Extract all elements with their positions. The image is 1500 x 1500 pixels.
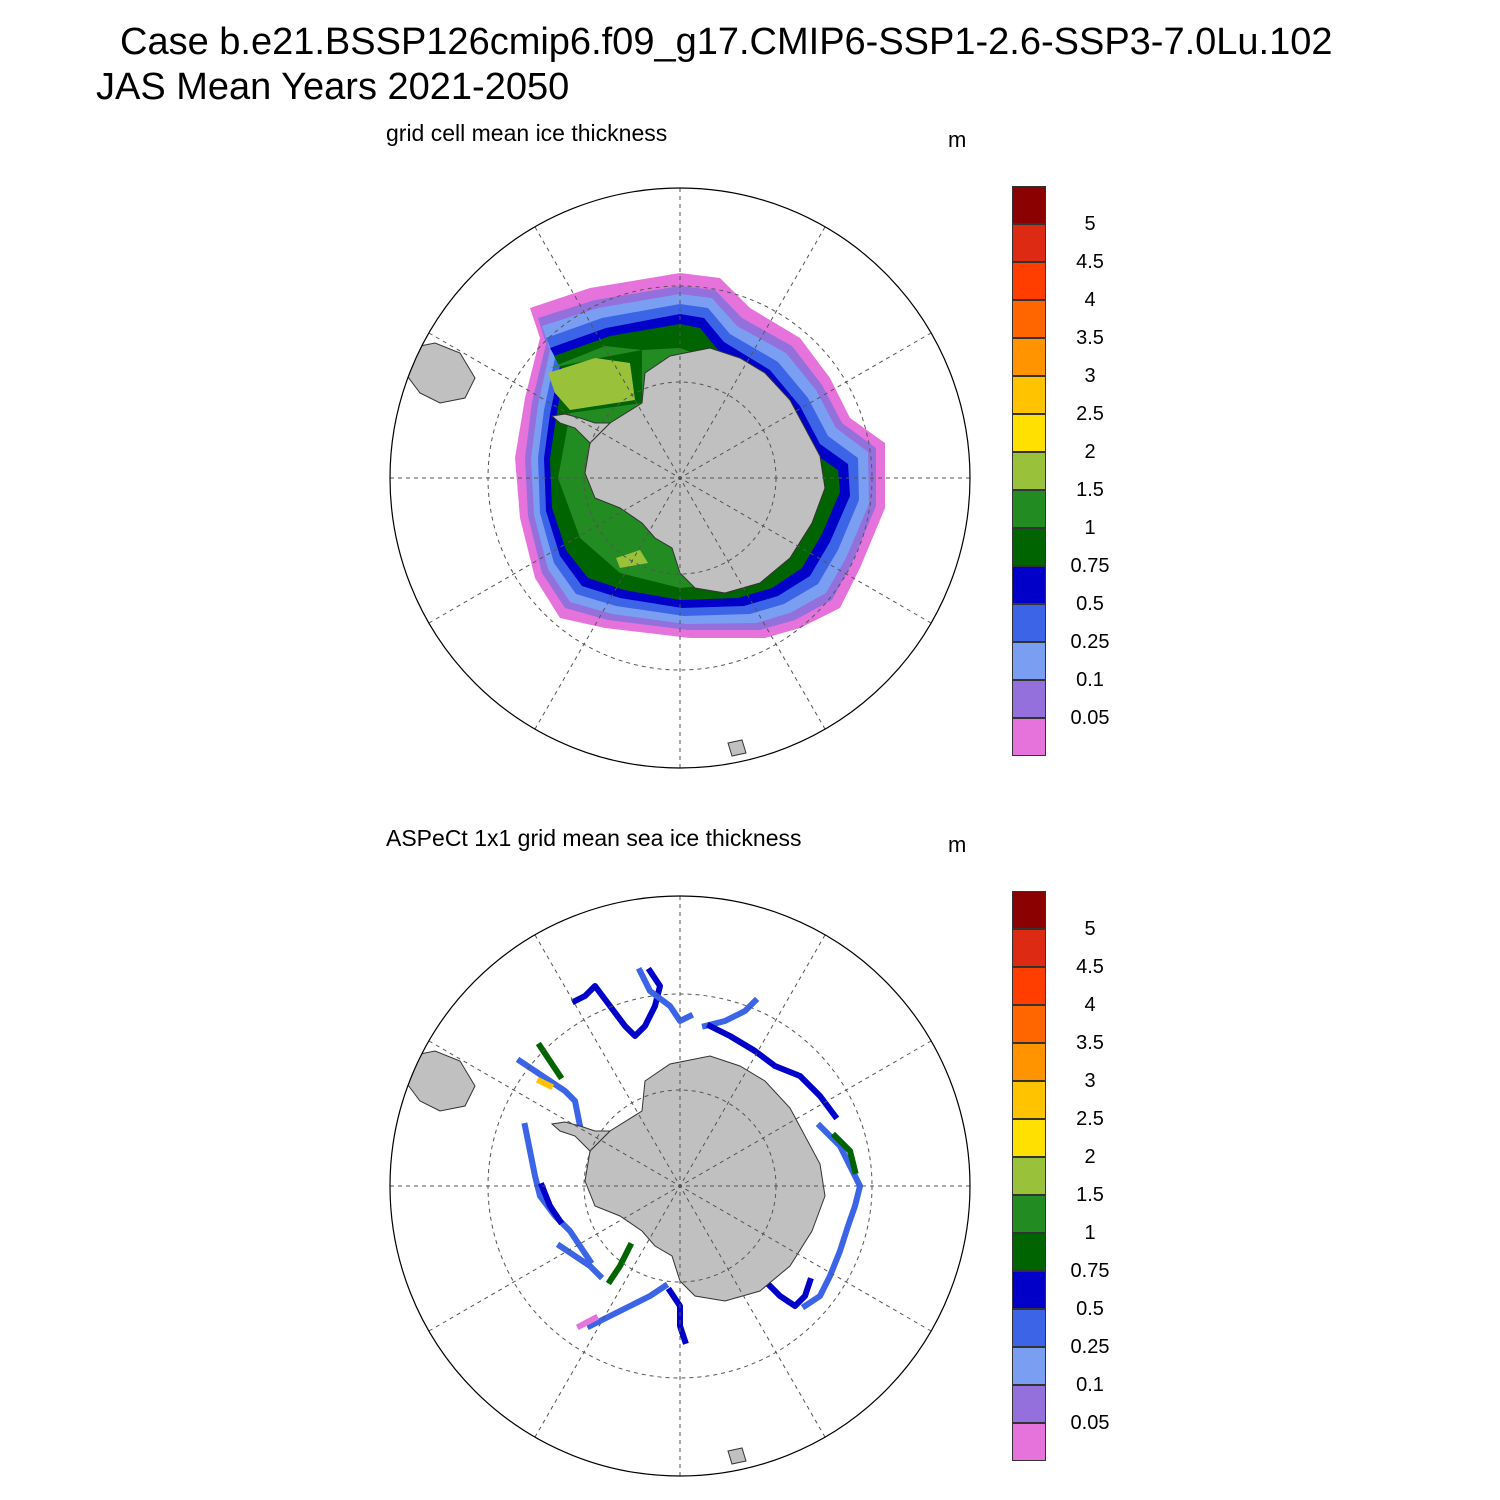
colorbar-swatch xyxy=(1012,718,1046,756)
colorbar-swatch xyxy=(1012,680,1046,718)
colorbar-swatch xyxy=(1012,1385,1046,1423)
antarctic-peninsula xyxy=(550,413,612,444)
colorbar-swatch xyxy=(1012,1081,1046,1119)
track-13 xyxy=(575,1313,600,1331)
panel-2-polar-map xyxy=(389,895,971,1477)
colorbar-swatch xyxy=(1012,1423,1046,1461)
track-3 xyxy=(701,996,760,1030)
island xyxy=(727,1447,747,1465)
colorbar-label: 1.5 xyxy=(1076,479,1104,501)
antarctic-peninsula xyxy=(550,1121,612,1152)
track-7b xyxy=(535,1041,565,1081)
colorbar-swatch xyxy=(1012,528,1046,566)
colorbar-label: 0.1 xyxy=(1076,669,1104,691)
colorbar-swatch xyxy=(1012,490,1046,528)
track-2 xyxy=(635,966,695,1024)
colorbar-label: 5 xyxy=(1084,918,1096,940)
colorbar-label: 0.5 xyxy=(1076,593,1104,615)
panel-1-unit: m xyxy=(948,127,967,152)
colorbar-label: 4.5 xyxy=(1076,251,1104,273)
antarctica-land xyxy=(584,1055,826,1302)
colorbar-label: 3.5 xyxy=(1076,1032,1104,1054)
colorbar-swatch xyxy=(1012,1157,1046,1195)
ice-band-2 xyxy=(548,358,635,410)
panel-2-colorbar: 5 4.5 4 3.5 3 2.5 2 1.5 1 0.75 0.5 0.25 0.1 0.05 xyxy=(1012,891,1132,1461)
track-8 xyxy=(521,1122,595,1266)
colorbar-label: 0.25 xyxy=(1070,1336,1110,1358)
track-10 xyxy=(585,1281,670,1331)
colorbar-swatch xyxy=(1012,414,1046,452)
colorbar-swatch xyxy=(1012,338,1046,376)
track-8b xyxy=(538,1182,565,1226)
colorbar-label: 4 xyxy=(1084,994,1096,1016)
colorbar-label: 1 xyxy=(1084,517,1096,539)
colorbar-label: 0.05 xyxy=(1070,707,1110,729)
colorbar-swatch xyxy=(1012,1347,1046,1385)
colorbar-label: 2.5 xyxy=(1076,403,1104,425)
colorbar-swatch xyxy=(1012,967,1046,1005)
figure-title-line1: Case b.e21.BSSP126cmip6.f09_g17.CMIP6-SS… xyxy=(120,21,1333,63)
colorbar-swatch xyxy=(1012,300,1046,338)
colorbar-swatch xyxy=(1012,1043,1046,1081)
track-11 xyxy=(605,1241,635,1286)
panel-2-title: ASPeCt 1x1 grid mean sea ice thickness xyxy=(386,825,802,851)
colorbar-swatch xyxy=(1012,1005,1046,1043)
colorbar-label: 3 xyxy=(1084,365,1096,387)
south-america-land xyxy=(404,342,476,404)
colorbar-label: 4 xyxy=(1084,289,1096,311)
colorbar-swatch xyxy=(1012,566,1046,604)
track-9 xyxy=(555,1241,605,1281)
ice-band-2b xyxy=(616,550,648,568)
colorbar-label: 0.75 xyxy=(1070,555,1110,577)
colorbar-swatch xyxy=(1012,891,1046,929)
colorbar-swatch xyxy=(1012,929,1046,967)
colorbar-swatch xyxy=(1012,452,1046,490)
colorbar-swatch xyxy=(1012,1271,1046,1309)
antarctica-land xyxy=(584,347,826,594)
panel-1-colorbar: 5 4.5 4 3.5 3 2.5 2 1.5 1 0.75 0.5 0.25 0.1 0.05 xyxy=(1012,186,1132,756)
colorbar-label: 5 xyxy=(1084,213,1096,235)
colorbar-label: 0.1 xyxy=(1076,1374,1104,1396)
colorbar-swatch xyxy=(1012,186,1046,224)
colorbar-swatch xyxy=(1012,642,1046,680)
colorbar-label: 0.05 xyxy=(1070,1412,1110,1434)
colorbar-label: 0.75 xyxy=(1070,1260,1110,1282)
colorbar-swatch xyxy=(1012,224,1046,262)
track-14 xyxy=(535,1076,555,1091)
colorbar-label: 4.5 xyxy=(1076,956,1104,978)
colorbar-swatch xyxy=(1012,1309,1046,1347)
colorbar-label: 2.5 xyxy=(1076,1108,1104,1130)
colorbar-label: 0.5 xyxy=(1076,1298,1104,1320)
track-7 xyxy=(515,1056,584,1130)
colorbar-label: 1.5 xyxy=(1076,1184,1104,1206)
panel-2-unit: m xyxy=(948,832,967,857)
track-12 xyxy=(665,1286,689,1345)
south-america-land xyxy=(404,1050,476,1112)
colorbar-swatch xyxy=(1012,1233,1046,1271)
panel-1-polar-map xyxy=(389,187,971,769)
island xyxy=(727,739,747,757)
colorbar-label: 2 xyxy=(1084,441,1096,463)
panel-1-title: grid cell mean ice thickness xyxy=(386,120,668,146)
track-6 xyxy=(760,1276,814,1309)
colorbar-label: 3.5 xyxy=(1076,327,1104,349)
colorbar-swatch xyxy=(1012,376,1046,414)
colorbar-swatch xyxy=(1012,1195,1046,1233)
colorbar-label: 1 xyxy=(1084,1222,1096,1244)
figure-title-line2: JAS Mean Years 2021-2050 xyxy=(96,66,570,108)
colorbar-swatch xyxy=(1012,604,1046,642)
colorbar-label: 0.25 xyxy=(1070,631,1110,653)
colorbar-swatch xyxy=(1012,262,1046,300)
colorbar-label: 3 xyxy=(1084,1070,1096,1092)
track-5 xyxy=(800,1121,863,1311)
colorbar-label: 2 xyxy=(1084,1146,1096,1168)
colorbar-swatch xyxy=(1012,1119,1046,1157)
track-5b xyxy=(830,1131,859,1175)
track-4 xyxy=(705,1021,840,1121)
